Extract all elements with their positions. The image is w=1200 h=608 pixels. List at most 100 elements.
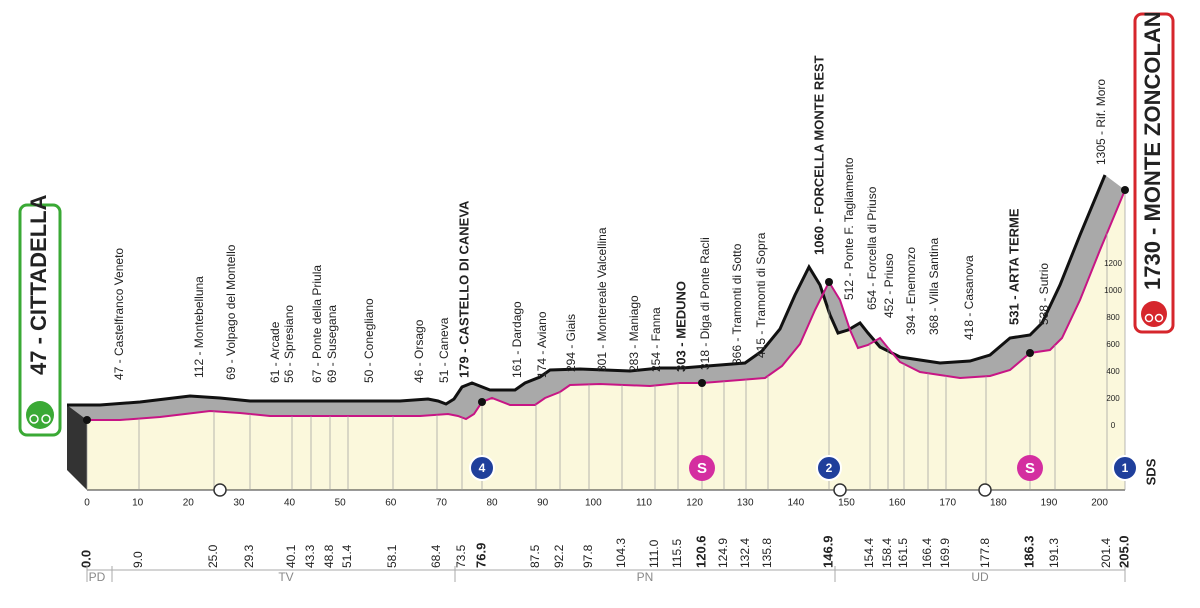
km-label: 160 (889, 498, 906, 509)
waypoint-label: 283 - Maniago (627, 295, 641, 372)
waypoint-label: 1060 - FORCELLA MONTE REST (811, 55, 826, 255)
km-label: 80 (486, 498, 498, 509)
key-point (83, 416, 91, 424)
distance-label: 0.0 (78, 550, 93, 568)
finish-icon-wheel (1154, 313, 1164, 323)
distance-label: 25.0 (206, 544, 220, 568)
finish-icon-wheel (1144, 313, 1154, 323)
km-label: 20 (183, 498, 195, 509)
distance-label: 205.0 (1116, 535, 1131, 568)
waypoint-label: 51 - Caneva (437, 317, 451, 383)
distance-label: 191.3 (1047, 538, 1061, 568)
ground-fill (87, 190, 1125, 490)
distance-label: 177.8 (978, 538, 992, 568)
km-label: 0 (84, 498, 90, 509)
km-label: 120 (686, 498, 703, 509)
distance-label: 124.9 (716, 538, 730, 568)
distance-label: 43.3 (303, 544, 317, 568)
km-label: 90 (537, 498, 549, 509)
service-icon (833, 483, 847, 497)
finish-icon (1141, 301, 1167, 327)
waypoint-label: 294 - Giais (564, 314, 578, 372)
km-label: 100 (585, 498, 602, 509)
distance-label: 154.4 (862, 538, 876, 568)
distance-label: 169.9 (938, 538, 952, 568)
profile-left-face (67, 405, 87, 490)
km-label: 50 (335, 498, 347, 509)
waypoint-label: 112 - Montebelluna (192, 276, 206, 378)
km-label: 110 (636, 498, 652, 509)
km-label: 40 (284, 498, 296, 509)
key-point (825, 278, 833, 286)
km-label: 10 (132, 498, 144, 509)
distance-label: 51.4 (340, 544, 354, 568)
distance-label: 166.4 (920, 538, 934, 568)
distance-label: 29.3 (242, 544, 256, 568)
distance-label: 186.3 (1021, 535, 1036, 568)
distance-label: 9.0 (131, 551, 145, 568)
waypoint-label: 69 - Susegana (325, 305, 339, 383)
waypoint-label: 303 - MEDUNO (673, 281, 688, 372)
distance-label: 87.5 (528, 544, 542, 568)
waypoint-label: 56 - Spresiano (282, 305, 296, 383)
climb-marker (1112, 455, 1138, 481)
waypoint-label: 47 - Castelfranco Veneto (112, 248, 126, 380)
distance-label: 161.5 (896, 538, 910, 568)
logo: SDS (1143, 458, 1158, 485)
altitude-label: 800 (1106, 313, 1120, 322)
distance-label: 104.3 (614, 538, 628, 568)
finish-box (1133, 12, 1175, 334)
distance-label: 135.8 (760, 538, 774, 568)
waypoint-label: 301 - Montereale Valcellina (595, 227, 609, 372)
distance-label: 76.9 (473, 543, 488, 568)
region-label: TV (278, 570, 293, 584)
km-label: 140 (787, 498, 804, 509)
km-label: 130 (737, 498, 754, 509)
distance-label: 97.8 (581, 544, 595, 568)
distance-label: 92.2 (552, 544, 566, 568)
waypoint-label: 452 - Priuso (882, 253, 896, 318)
waypoint-label: 368 - Villa Santina (927, 237, 941, 335)
distance-label: 146.9 (820, 535, 835, 568)
distance-label: 40.1 (284, 544, 298, 568)
climb-marker (469, 455, 495, 481)
waypoint-label: 415 - Tramonti di Sopra (754, 232, 768, 358)
key-point (1026, 349, 1034, 357)
waypoint-label: 179 - CASTELLO DI CANEVA (456, 200, 471, 378)
waypoint-label: 512 - Ponte F. Tagliamento (842, 157, 856, 300)
sprint-label: S (697, 460, 707, 477)
profile (67, 174, 1129, 491)
distance-label: 58.1 (385, 544, 399, 568)
region-label: PD (89, 570, 106, 584)
key-point (478, 398, 486, 406)
climb-category: 4 (479, 461, 486, 475)
km-label: 200 (1091, 498, 1108, 509)
region-label: PN (637, 570, 654, 584)
waypoint-label: 161 - Dardago (510, 301, 524, 378)
altitude-label: 1200 (1104, 259, 1122, 268)
region-label: UD (971, 570, 989, 584)
km-label: 170 (939, 498, 956, 509)
waypoint-label: 318 - Diga di Ponte Racli (698, 237, 712, 370)
distance-label: 68.4 (429, 544, 443, 568)
distance-label: 132.4 (738, 538, 752, 568)
distance-label: 120.6 (693, 535, 708, 568)
waypoint-label: 654 - Forcella di Priuso (865, 186, 879, 310)
waypoint-label: 46 - Orsago (412, 319, 426, 383)
altitude-label: 1000 (1104, 286, 1122, 295)
distance-label: 48.8 (322, 544, 336, 568)
waypoint-label: 67 - Ponte della Priula (310, 265, 324, 383)
km-label: 180 (990, 498, 1007, 509)
service-icon (978, 483, 992, 497)
km-label: 30 (233, 498, 245, 509)
finish-label: 1730 - MONTE ZONCOLAN (1140, 11, 1165, 290)
distance-label: 158.4 (880, 538, 894, 568)
altitude-label: 200 (1106, 394, 1120, 403)
waypoint-label: 538 - Sutrio (1037, 263, 1051, 325)
climb-category: 2 (826, 461, 833, 475)
waypoint-label: 531 - ARTA TERME (1006, 208, 1021, 325)
waypoint-label: 50 - Conegliano (362, 298, 376, 383)
waypoint-label: 61 - Arcade (268, 321, 282, 383)
waypoint-label: 366 - Tramonti di Sotto (730, 243, 744, 365)
